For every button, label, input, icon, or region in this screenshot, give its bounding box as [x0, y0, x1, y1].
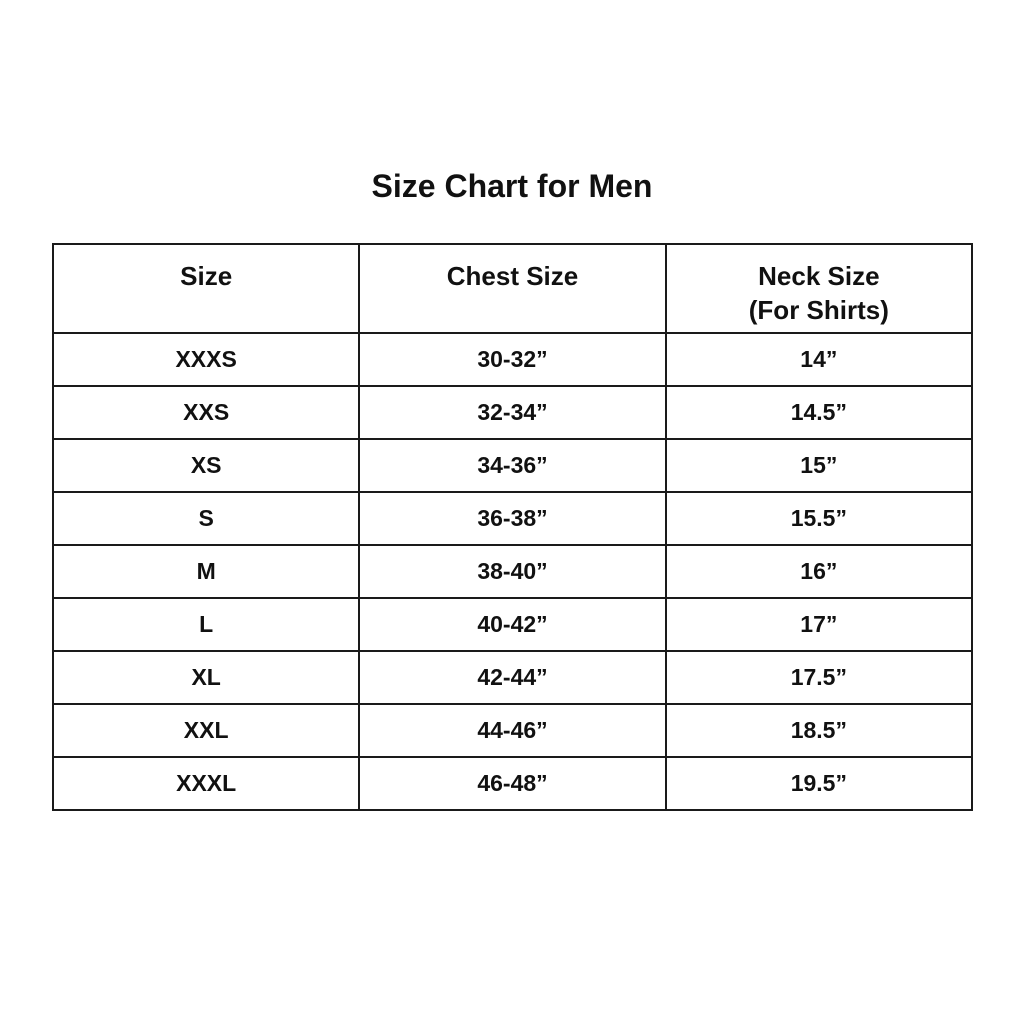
chest-size-cell: 40-42” [358, 597, 667, 652]
neck-size-cell: 18.5” [664, 703, 974, 758]
size-cell: XL [51, 650, 361, 705]
chest-size-cell: 32-34” [358, 385, 667, 440]
neck-size-cell: 17.5” [664, 650, 974, 705]
table-row: XXS 32-34” 14.5” [51, 385, 974, 440]
chest-size-cell: 44-46” [358, 703, 667, 758]
header-size: Size [51, 243, 361, 334]
table-row: XXL 44-46” 18.5” [51, 703, 974, 758]
neck-size-cell: 15” [664, 438, 974, 493]
table-row: XXXL 46-48” 19.5” [51, 756, 974, 811]
size-cell: M [51, 544, 361, 599]
chest-size-cell: 34-36” [358, 438, 667, 493]
header-label: Chest Size [446, 261, 579, 291]
page-title: Size Chart for Men [371, 168, 653, 204]
size-cell: L [51, 597, 361, 652]
header-chest-size: Chest Size [358, 243, 667, 334]
chest-size-cell: 42-44” [358, 650, 667, 705]
size-cell: XXXS [51, 332, 361, 387]
header-label: Neck Size [758, 261, 880, 291]
header-row: Size Chest Size Neck Size (For Shirts) [51, 243, 974, 334]
table-row: XXXS 30-32” 14” [51, 332, 974, 387]
size-cell: XXL [51, 703, 361, 758]
table-row: XS 34-36” 15” [51, 438, 974, 493]
table-row: XL 42-44” 17.5” [51, 650, 974, 705]
table-row: L 40-42” 17” [51, 597, 974, 652]
neck-size-cell: 14” [664, 332, 974, 387]
neck-size-cell: 14.5” [664, 385, 974, 440]
header-neck-size: Neck Size (For Shirts) [664, 243, 974, 334]
chest-size-cell: 46-48” [358, 756, 667, 811]
neck-size-cell: 19.5” [664, 756, 974, 811]
chest-size-cell: 30-32” [358, 332, 667, 387]
header-sublabel: (For Shirts) [748, 295, 889, 325]
table-row: S 36-38” 15.5” [51, 491, 974, 546]
table-row: M 38-40” 16” [51, 544, 974, 599]
size-cell: XXXL [51, 756, 361, 811]
neck-size-cell: 15.5” [664, 491, 974, 546]
neck-size-cell: 16” [664, 544, 974, 599]
size-cell: S [51, 491, 361, 546]
chest-size-cell: 36-38” [358, 491, 667, 546]
size-cell: XS [51, 438, 361, 493]
size-chart-table: Size Chest Size Neck Size (For Shirts) XX… [51, 243, 974, 811]
size-cell: XXS [51, 385, 361, 440]
neck-size-cell: 17” [664, 597, 974, 652]
chest-size-cell: 38-40” [358, 544, 667, 599]
header-label: Size [180, 261, 233, 291]
